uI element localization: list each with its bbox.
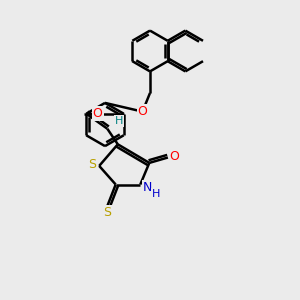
Text: O: O — [93, 106, 103, 120]
Text: H: H — [152, 189, 160, 199]
Text: S: S — [88, 158, 97, 171]
Text: N: N — [143, 181, 152, 194]
Text: O: O — [138, 105, 147, 118]
Text: H: H — [115, 116, 123, 126]
Text: S: S — [103, 206, 111, 219]
Text: O: O — [169, 149, 179, 163]
